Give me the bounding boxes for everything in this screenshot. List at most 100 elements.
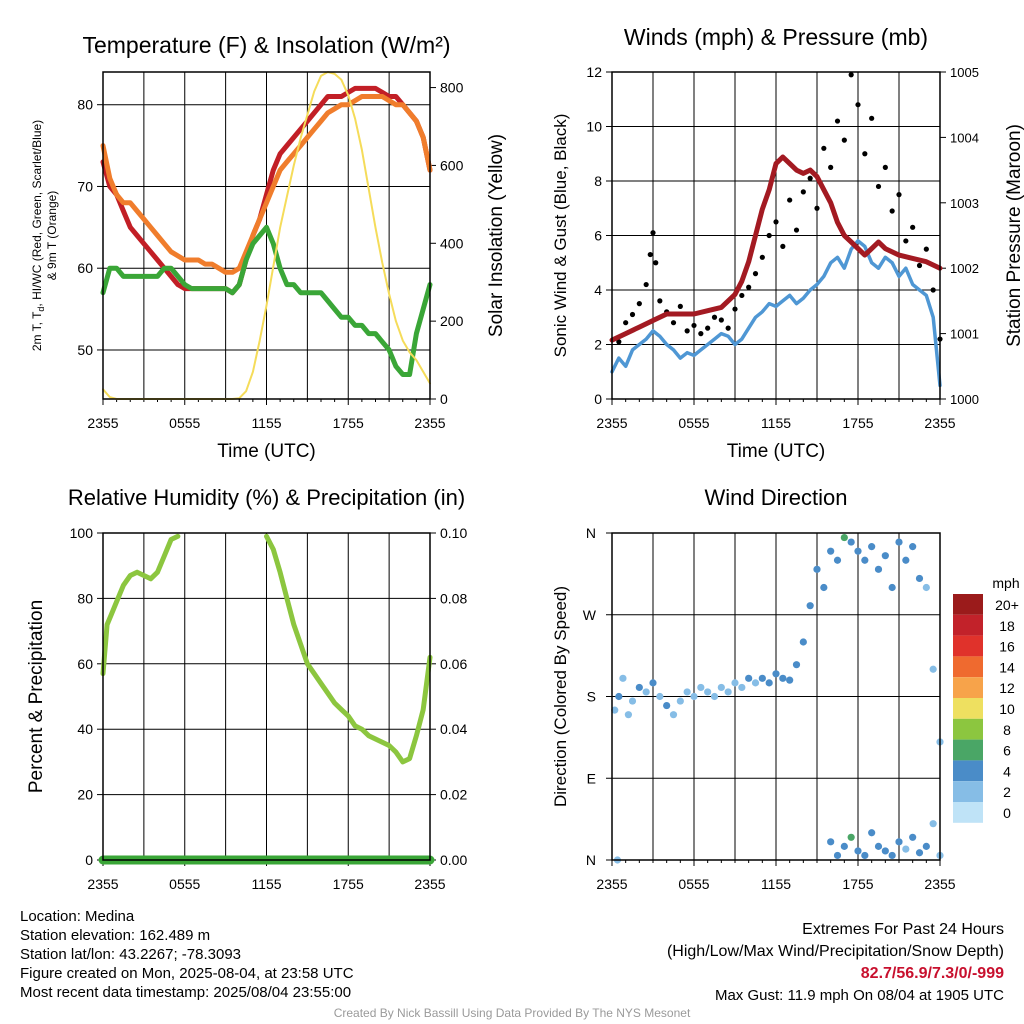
- direction-point: [731, 679, 739, 687]
- legend-label: 2: [1003, 784, 1011, 800]
- y-axis-label-line-2: & 9m T (Orange): [45, 191, 59, 281]
- gust-point: [725, 325, 731, 331]
- y-tick-label: N: [586, 852, 596, 868]
- gust-point: [766, 232, 772, 239]
- x-tick-label: 1755: [842, 415, 873, 431]
- y2-tick-label: 0.08: [440, 590, 467, 606]
- gust-point: [875, 183, 882, 190]
- direction-point: [847, 833, 855, 841]
- y-tick-label: N: [586, 525, 596, 541]
- direction-point: [697, 683, 705, 692]
- y2-tick-label: 0.00: [440, 852, 467, 868]
- y-axis-label-text: Direction (Colored By Speed): [551, 586, 570, 807]
- gust-point: [684, 328, 690, 334]
- legend-swatch: [953, 635, 983, 657]
- y-tick-label: 60: [77, 260, 93, 276]
- y-label-part: , HI/WC (Red, Green, Scarlet/Blue): [30, 120, 44, 307]
- plot-border: [611, 532, 941, 861]
- y2-tick-label: 400: [440, 235, 464, 251]
- direction-point: [663, 701, 671, 710]
- y2-tick-label: 1005: [950, 65, 979, 80]
- direction-point: [683, 688, 691, 696]
- direction-point: [615, 692, 623, 701]
- gust-point: [882, 164, 888, 170]
- x-tick-label: 2355: [924, 415, 955, 431]
- x-tick-label: 2355: [414, 415, 445, 431]
- station-elevation: Station elevation: 162.489 m: [20, 927, 211, 944]
- mesonet-charts: 2355 0555 1155 1755 235550607080020040060080…: [26, 24, 1024, 892]
- gust-point: [746, 284, 752, 290]
- x-tick-label: 2355: [924, 876, 955, 892]
- gust-point: [910, 224, 916, 230]
- direction-point: [861, 556, 869, 564]
- gust-point: [916, 262, 923, 269]
- gust-point: [841, 137, 847, 143]
- gust-point: [643, 281, 649, 288]
- direction-point: [902, 556, 910, 564]
- gust-point: [691, 322, 697, 329]
- y-tick-label: 10: [586, 119, 602, 135]
- y-axis-label: Percent & Precipitation: [26, 600, 47, 793]
- direction-point: [929, 820, 937, 828]
- y-tick-label: 2: [594, 337, 602, 353]
- y2-axis-label: Station Pressure (Maroon): [1004, 124, 1024, 347]
- x-tick-label: 1155: [251, 415, 281, 431]
- y2-tick-label: 0.02: [440, 787, 467, 803]
- y2-axis-label-text: Station Pressure (Maroon): [1004, 124, 1024, 347]
- direction-point: [745, 674, 753, 682]
- y-axis-label-text: Sonic Wind & Gust (Blue, Black): [551, 114, 570, 358]
- gust-point: [903, 238, 909, 244]
- legend-label: 14: [999, 659, 1015, 675]
- direction-point: [624, 711, 633, 719]
- legend-swatch: [953, 781, 983, 802]
- legend-label: 8: [1003, 722, 1011, 738]
- y2-tick-label: 1001: [950, 327, 979, 342]
- gust-point: [657, 298, 663, 304]
- y2-tick-label: 0: [440, 391, 448, 407]
- y-tick-label: 40: [77, 721, 93, 737]
- gust-point: [930, 287, 936, 293]
- y2-tick-label: 0.06: [440, 656, 467, 672]
- sonic-wind-series: [610, 239, 942, 388]
- direction-point: [895, 838, 903, 846]
- legend-swatch: [953, 739, 983, 761]
- chart-title: Temperature (F) & Insolation (W/m²): [82, 32, 450, 58]
- gust-point: [807, 175, 813, 181]
- direction-point: [813, 565, 821, 573]
- direction-point: [929, 665, 937, 673]
- gust-point: [862, 151, 868, 157]
- gust-point: [889, 208, 895, 214]
- credit-line: Created By Nick Bassill Using Data Provi…: [333, 1006, 691, 1020]
- direction-point: [915, 574, 924, 583]
- x-tick-label: 0555: [678, 876, 709, 892]
- direction-point: [909, 543, 917, 551]
- direction-point: [676, 697, 684, 705]
- direction-point: [649, 679, 657, 687]
- x-tick-label: 2355: [87, 876, 118, 892]
- y-tick-label: W: [583, 607, 597, 623]
- x-tick-label: 1155: [251, 876, 281, 892]
- plot-border: [611, 71, 941, 400]
- y-tick-label: 50: [77, 342, 93, 358]
- direction-point: [915, 849, 924, 857]
- x-tick-label: 1755: [333, 415, 364, 431]
- x-tick-label: 1155: [761, 876, 791, 892]
- direction-point: [888, 583, 896, 592]
- y-tick-label: 60: [77, 656, 93, 672]
- y-label-subscript: d: [36, 307, 46, 312]
- chart-panel-1: 2355 0555 1155 1755 235550607080020040060080…: [30, 32, 507, 462]
- gust-point: [896, 192, 902, 198]
- figure-created: Figure created on Mon, 2025-08-04, at 23…: [20, 965, 354, 982]
- legend-swatch: [953, 614, 983, 636]
- y-tick-label: 6: [594, 228, 602, 244]
- legend-swatch: [953, 760, 983, 782]
- direction-point: [827, 838, 835, 846]
- y-tick-label: 4: [594, 282, 602, 298]
- direction-point: [833, 851, 842, 860]
- direction-point: [779, 674, 787, 682]
- y2-axis-label: Solar Insolation (Yellow): [486, 134, 507, 337]
- gust-point: [787, 197, 793, 203]
- y-axis-label-line-1: 2m T, Td, HI/WC (Red, Green, Scarlet/Blu…: [30, 120, 46, 351]
- y-tick-label: 100: [70, 525, 94, 541]
